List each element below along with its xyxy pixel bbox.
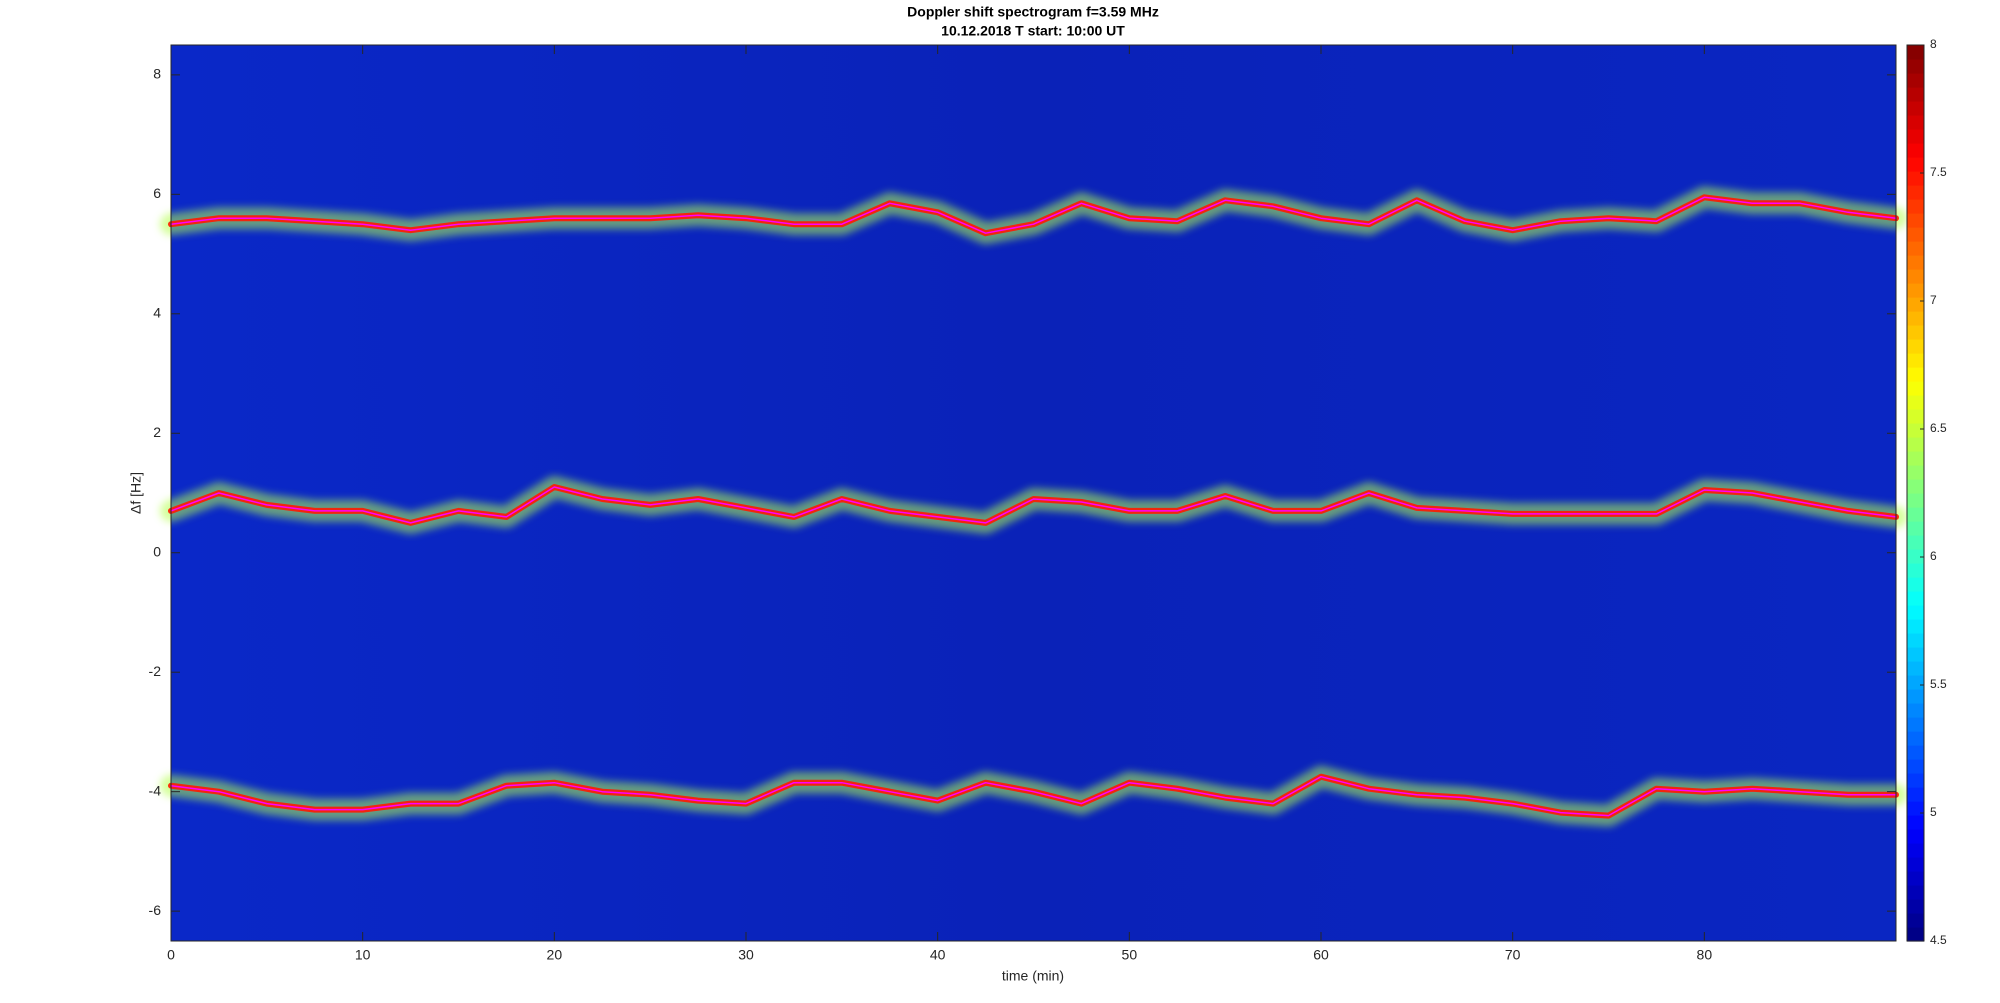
- colorbar-segment: [1907, 87, 1924, 102]
- colorbar-segment: [1907, 45, 1924, 60]
- trace-line: [170, 775, 1897, 817]
- x-tick-label: 10: [355, 947, 371, 963]
- colorbar-segment: [1907, 535, 1924, 550]
- colorbar-segment: [1907, 843, 1924, 858]
- colorbar-segment: [1907, 829, 1924, 844]
- colorbar-segment: [1907, 199, 1924, 214]
- colorbar-segment: [1907, 913, 1924, 928]
- colorbar-segment: [1907, 367, 1924, 382]
- chart-subtitle: 10.12.2018 T start: 10:00 UT: [941, 23, 1125, 39]
- colorbar-segment: [1907, 451, 1924, 466]
- colorbar-segment: [1907, 395, 1924, 410]
- colorbar-segment: [1907, 185, 1924, 200]
- colorbar-segment: [1907, 815, 1924, 830]
- trace-line: [170, 486, 1897, 524]
- x-tick-label: 0: [167, 947, 175, 963]
- colorbar-tick-label: 7: [1930, 293, 1937, 307]
- colorbar-tick-label: 6: [1930, 549, 1937, 563]
- colorbar-tick-label: 8: [1930, 37, 1937, 51]
- colorbar-segment: [1907, 255, 1924, 270]
- colorbar-frame: [1906, 44, 1925, 942]
- colorbar-segment: [1907, 339, 1924, 354]
- x-tick-label: 50: [1122, 947, 1138, 963]
- colorbar-tick-label: 6.5: [1930, 421, 1947, 435]
- x-tick-label: 40: [930, 947, 946, 963]
- colorbar-segment: [1907, 871, 1924, 886]
- colorbar-segment: [1907, 129, 1924, 144]
- colorbar-segment: [1907, 227, 1924, 242]
- colorbar-segment: [1907, 549, 1924, 564]
- colorbar-segment: [1907, 885, 1924, 900]
- colorbar-segment: [1907, 675, 1924, 690]
- colorbar-tick-label: 7.5: [1930, 165, 1947, 179]
- colorbar-segment: [1907, 521, 1924, 536]
- colorbar-segment: [1907, 115, 1924, 130]
- colorbar-segment: [1907, 507, 1924, 522]
- colorbar-segment: [1907, 787, 1924, 802]
- colorbar-segment: [1907, 409, 1924, 424]
- y-tick-label: 0: [153, 543, 161, 559]
- colorbar-segment: [1907, 759, 1924, 774]
- colorbar-segment: [1907, 479, 1924, 494]
- colorbar-segment: [1907, 143, 1924, 158]
- colorbar-segment: [1907, 689, 1924, 704]
- colorbar-segment: [1907, 577, 1924, 592]
- colorbar-segment: [1907, 297, 1924, 312]
- colorbar-segment: [1907, 605, 1924, 620]
- colorbar-segment: [1907, 437, 1924, 452]
- colorbar-segment: [1907, 899, 1924, 914]
- x-tick-label: 30: [738, 947, 754, 963]
- colorbar-segment: [1907, 325, 1924, 340]
- colorbar-segment: [1907, 241, 1924, 256]
- colorbar-segment: [1907, 633, 1924, 648]
- colorbar-segment: [1907, 423, 1924, 438]
- colorbar-segment: [1907, 703, 1924, 718]
- colorbar-segment: [1907, 493, 1924, 508]
- colorbar-segment: [1907, 171, 1924, 186]
- colorbar-segment: [1907, 661, 1924, 676]
- y-tick-label: -2: [149, 663, 162, 679]
- colorbar-segment: [1907, 157, 1924, 172]
- colorbar-segment: [1907, 801, 1924, 816]
- colorbar-segment: [1907, 381, 1924, 396]
- y-tick-label: 8: [153, 66, 161, 82]
- y-axis-label: Δf [Hz]: [128, 472, 144, 514]
- colorbar-tick-label: 5.5: [1930, 677, 1947, 691]
- colorbar-tick-label: 4.5: [1930, 933, 1947, 947]
- x-axis-label: time (min): [1002, 968, 1064, 984]
- chart-title: Doppler shift spectrogram f=3.59 MHz: [907, 4, 1159, 20]
- y-tick-label: 2: [153, 424, 161, 440]
- colorbar-segment: [1907, 619, 1924, 634]
- colorbar-segment: [1907, 773, 1924, 788]
- trace-line: [170, 196, 1897, 234]
- y-tick-label: 6: [153, 185, 161, 201]
- x-tick-label: 80: [1697, 947, 1713, 963]
- colorbar-segment: [1907, 283, 1924, 298]
- x-tick-label: 60: [1313, 947, 1329, 963]
- colorbar-segment: [1907, 927, 1924, 942]
- y-tick-label: 4: [153, 305, 161, 321]
- colorbar-segment: [1907, 353, 1924, 368]
- colorbar-segment: [1907, 101, 1924, 116]
- colorbar-segment: [1907, 647, 1924, 662]
- colorbar-segment: [1907, 857, 1924, 872]
- colorbar-segment: [1907, 563, 1924, 578]
- x-tick-label: 20: [547, 947, 563, 963]
- x-tick-label: 70: [1505, 947, 1521, 963]
- colorbar-segment: [1907, 591, 1924, 606]
- colorbar-segment: [1907, 745, 1924, 760]
- y-tick-label: -4: [149, 782, 162, 798]
- colorbar-tick-label: 5: [1930, 805, 1937, 819]
- colorbar-segment: [1907, 731, 1924, 746]
- colorbar-segment: [1907, 717, 1924, 732]
- colorbar-segment: [1907, 213, 1924, 228]
- plot-frame: [170, 44, 1897, 942]
- colorbar-segment: [1907, 311, 1924, 326]
- colorbar-segment: [1907, 59, 1924, 74]
- colorbar-segment: [1907, 73, 1924, 88]
- colorbar-segment: [1907, 269, 1924, 284]
- y-tick-label: -6: [149, 902, 162, 918]
- colorbar-segment: [1907, 465, 1924, 480]
